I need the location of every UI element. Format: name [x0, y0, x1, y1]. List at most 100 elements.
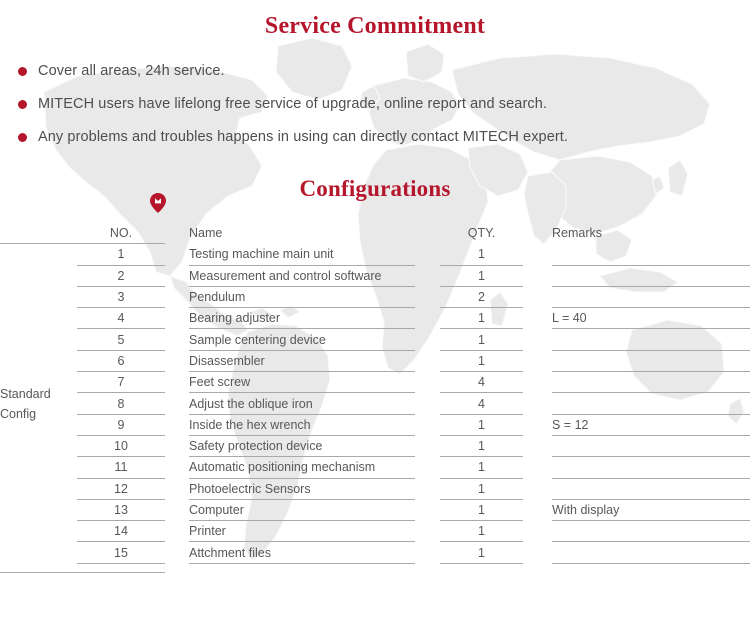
column-gap [523, 329, 552, 350]
table-row: 10 Safety protection device 1 [0, 435, 750, 458]
cell-no: 15 [77, 541, 165, 564]
column-gap [523, 521, 552, 542]
cell-no: 7 [77, 371, 165, 394]
cell-name: Computer [189, 499, 415, 522]
cell-qty: 1 [440, 265, 523, 287]
cell-qty: 1 [440, 478, 523, 500]
cell-remarks [552, 286, 750, 309]
cell-qty: 1 [440, 456, 523, 479]
column-gap [523, 542, 552, 563]
cell-name: Feet screw [189, 371, 415, 394]
column-gap [165, 372, 189, 393]
table-row: 8 Adjust the oblique iron 4 [0, 392, 750, 415]
cell-no: 10 [77, 435, 165, 458]
cell-no: 8 [77, 392, 165, 415]
cell-qty: 2 [440, 286, 523, 309]
column-gap [165, 265, 189, 286]
column-gap [165, 308, 189, 329]
cell-name: Adjust the oblique iron [189, 392, 415, 415]
column-gap [415, 414, 440, 435]
bullet-dot-icon [18, 67, 27, 76]
column-gap [523, 350, 552, 371]
column-header-qty: QTY. [467, 225, 496, 240]
cell-name: Disassembler [189, 350, 415, 373]
column-gap [165, 521, 189, 542]
cell-remarks: With display [552, 499, 750, 522]
column-gap [415, 457, 440, 478]
cell-name: Safety protection device [189, 435, 415, 458]
map-location-pin-icon [150, 193, 166, 218]
cell-qty: 4 [440, 392, 523, 415]
cell-remarks [552, 243, 750, 266]
service-commitment-title: Service Commitment [264, 13, 486, 39]
column-gap [165, 457, 189, 478]
column-gap [415, 350, 440, 371]
list-item-label: MITECH users have lifelong free service … [38, 96, 548, 112]
column-gap [415, 308, 440, 329]
cell-name: Testing machine main unit [189, 243, 415, 266]
row-group-label-line1: Standard [0, 386, 51, 401]
column-header-group [0, 222, 77, 243]
cell-remarks [552, 520, 750, 543]
column-gap [165, 542, 189, 563]
group-rule-gap [165, 563, 750, 572]
column-gap [165, 329, 189, 350]
column-gap [523, 478, 552, 499]
cell-remarks [552, 265, 750, 287]
cell-remarks [552, 392, 750, 415]
column-gap [415, 435, 440, 456]
column-gap [523, 286, 552, 307]
cell-remarks [552, 541, 750, 564]
table-row: 15 Attchment files 1 [0, 541, 750, 564]
cell-remarks [552, 328, 750, 351]
cell-qty: 1 [440, 243, 523, 266]
configurations-table: NO. Name QTY. Remarks Standard Config 1 Testing… [0, 222, 750, 573]
table-row: 13 Computer 1 With display [0, 499, 750, 522]
column-gap [165, 286, 189, 307]
cell-name: Printer [189, 520, 415, 543]
bullet-dot-icon [18, 133, 27, 142]
service-commitment-list: Cover all areas, 24h service. MITECH use… [18, 62, 750, 146]
table-row: 2 Measurement and control software 1 [0, 265, 750, 287]
list-item: MITECH users have lifelong free service … [18, 95, 750, 113]
cell-name: Sample centering device [189, 328, 415, 351]
column-header-remarks: Remarks [552, 225, 603, 240]
column-gap [165, 478, 189, 499]
column-gap [165, 244, 189, 265]
cell-qty: 1 [440, 328, 523, 351]
column-gap [523, 435, 552, 456]
column-gap [415, 521, 440, 542]
cell-name: Measurement and control software [189, 265, 415, 287]
column-gap [165, 435, 189, 456]
column-gap [415, 372, 440, 393]
row-group-standard-config: Standard Config [0, 244, 77, 563]
table-header-row: NO. Name QTY. Remarks [0, 222, 750, 243]
group-rule [0, 563, 165, 573]
list-item-label: Cover all areas, 24h service. [38, 63, 225, 79]
column-gap [523, 244, 552, 265]
column-gap [523, 372, 552, 393]
group-bottom-rule [0, 563, 750, 573]
cell-no: 12 [77, 478, 165, 500]
bullet-dot-icon [18, 100, 27, 109]
cell-name: Bearing adjuster [189, 307, 415, 330]
cell-qty: 1 [440, 350, 523, 373]
cell-remarks [552, 456, 750, 479]
cell-remarks [552, 435, 750, 458]
cell-qty: 1 [440, 307, 523, 330]
column-gap [415, 265, 440, 286]
list-item-label: Any problems and troubles happens in usi… [38, 129, 569, 145]
cell-no: 1 [77, 243, 165, 266]
table-row: 14 Printer 1 [0, 520, 750, 543]
cell-qty: 4 [440, 371, 523, 394]
column-gap [415, 286, 440, 307]
column-gap [165, 414, 189, 435]
cell-name: Inside the hex wrench [189, 414, 415, 436]
cell-no: 4 [77, 307, 165, 330]
cell-no: 14 [77, 520, 165, 543]
column-gap [523, 222, 552, 243]
cell-name: Photoelectric Sensors [189, 478, 415, 500]
row-group-label-line2: Config [0, 406, 37, 421]
list-item: Any problems and troubles happens in usi… [18, 128, 750, 146]
column-gap [415, 499, 440, 520]
